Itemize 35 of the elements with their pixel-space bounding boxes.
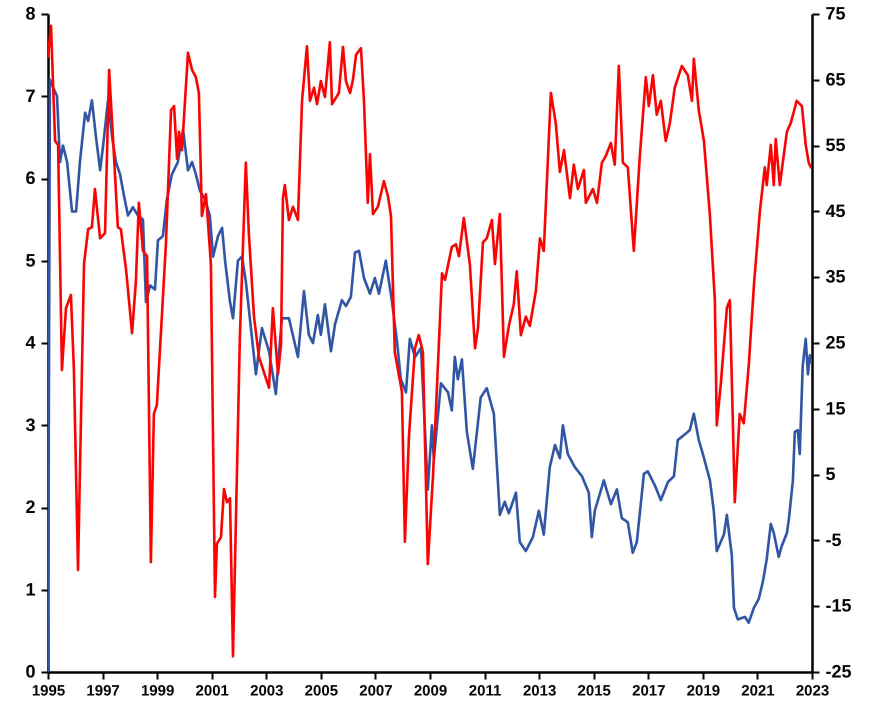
x-tick-label: 2021 [741, 682, 775, 700]
y2-tick-label: 25 [826, 332, 846, 352]
x-tick-label: 2001 [196, 682, 229, 700]
x-tick-label: 2011 [468, 682, 502, 700]
x-tick-label: 2017 [632, 682, 666, 700]
y2-tick-label: 75 [826, 4, 846, 24]
y2-tick-label: 5 [826, 464, 836, 484]
x-tick-label: 2023 [796, 682, 830, 700]
x-tick-label: 1997 [86, 682, 120, 700]
y-tick-label: 5 [25, 250, 36, 270]
x-tick-label: 2019 [686, 682, 720, 700]
x-tick-label: 2003 [250, 682, 284, 700]
y2-tick-label: -15 [826, 596, 852, 616]
x-tick-label: 2005 [304, 682, 338, 700]
y-tick-label: 0 [25, 662, 36, 682]
y-tick-label: 1 [25, 579, 36, 600]
y2-tick-label: -5 [826, 530, 842, 550]
y2-tick-label: 45 [826, 200, 846, 221]
y-tick-label: 4 [25, 332, 36, 352]
y2-tick-label: 55 [826, 135, 846, 156]
y-tick-label: 2 [25, 497, 36, 517]
y2-tick-label: -25 [826, 662, 852, 682]
y2-tick-label: 15 [826, 398, 846, 418]
x-tick-label: 2013 [522, 682, 556, 700]
x-tick-label: 2015 [578, 682, 611, 700]
y-tick-label: 8 [25, 4, 36, 24]
y2-tick-label: 35 [826, 266, 846, 287]
y-tick-label: 6 [25, 168, 36, 188]
y-tick-label: 7 [25, 86, 36, 106]
y2-tick-label: 65 [826, 69, 846, 90]
x-tick-label: 1999 [140, 682, 174, 700]
x-tick-label: 1995 [32, 682, 66, 700]
x-tick-label: 2007 [359, 682, 393, 700]
y-tick-label: 3 [25, 414, 36, 435]
x-tick-label: 2009 [414, 682, 448, 700]
